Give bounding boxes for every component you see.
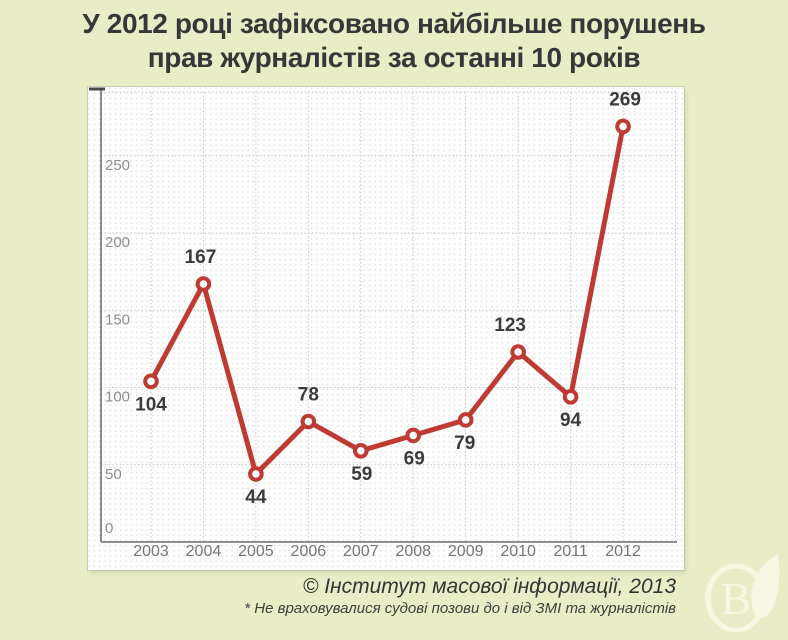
y-tick-label: 200 (105, 234, 130, 251)
x-tick-label: 2007 (343, 543, 379, 560)
x-tick-label: 2011 (553, 543, 588, 560)
x-tick-label: 2003 (133, 543, 169, 560)
data-point-2006 (300, 413, 317, 430)
data-markers (143, 118, 631, 482)
y-tick-label: 100 (105, 389, 130, 406)
chart-title: У 2012 році зафіксовано найбільше поруше… (0, 7, 788, 75)
x-tick-label: 2006 (291, 543, 327, 560)
x-axis-labels: 2003 2004 2005 2006 2007 2008 2009 2010 2011 2012 (133, 543, 641, 560)
y-tick-label: 250 (105, 157, 130, 174)
data-point-2005 (248, 466, 264, 482)
data-point-2010 (510, 344, 526, 360)
source-credit: © Інститут масової інформації, 2013 (302, 575, 676, 598)
y-tick-label: 0 (105, 520, 113, 537)
axes (100, 89, 677, 543)
data-label-2012: 269 (609, 89, 641, 110)
chart-title-line2: прав журналістів за останні 10 років (147, 42, 641, 73)
data-point-2007 (353, 443, 369, 459)
data-label-2005: 44 (245, 487, 267, 508)
footnote: * Не враховувалися судові позови до і ві… (244, 600, 676, 617)
leaf-icon (751, 554, 780, 619)
logo-letter: B (721, 573, 752, 624)
data-label-2010: 123 (494, 315, 526, 336)
data-point-2008 (405, 427, 422, 444)
data-label-2009: 79 (454, 433, 475, 454)
x-tick-label: 2012 (605, 543, 641, 560)
data-point-2009 (457, 412, 474, 428)
data-point-2004 (195, 276, 212, 292)
x-tick-label: 2005 (238, 543, 274, 560)
data-label-2003: 104 (135, 394, 167, 415)
x-tick-label: 2008 (395, 543, 431, 560)
chart-title-line1: У 2012 році зафіксовано найбільше поруше… (82, 8, 706, 39)
data-label-2004: 167 (185, 247, 217, 268)
data-label-2008: 69 (404, 448, 425, 469)
data-label-2011: 94 (560, 410, 582, 431)
y-tick-label: 150 (105, 311, 130, 328)
data-point-2003 (143, 373, 159, 390)
data-point-2011 (562, 389, 579, 405)
x-tick-label: 2010 (500, 543, 536, 560)
imi-logo-watermark: B (705, 554, 780, 633)
data-label-2007: 59 (351, 464, 372, 485)
x-tick-label: 2004 (186, 543, 222, 560)
data-labels: 104 167 44 78 59 69 79 123 94 269 (135, 89, 641, 508)
footer: © Інститут масової інформації, 2013 * Не… (244, 575, 676, 618)
x-tick-label: 2009 (448, 543, 484, 560)
data-line (148, 123, 626, 477)
major-gridlines (101, 91, 677, 542)
y-tick-label: 50 (105, 466, 122, 483)
chart-panel: 0 50 100 150 200 250 2003 2004 2005 2006 2007 2008 2… (88, 87, 684, 570)
data-point-2012 (615, 118, 631, 135)
data-label-2006: 78 (298, 385, 319, 406)
y-axis-labels: 0 50 100 150 200 250 (105, 157, 130, 537)
